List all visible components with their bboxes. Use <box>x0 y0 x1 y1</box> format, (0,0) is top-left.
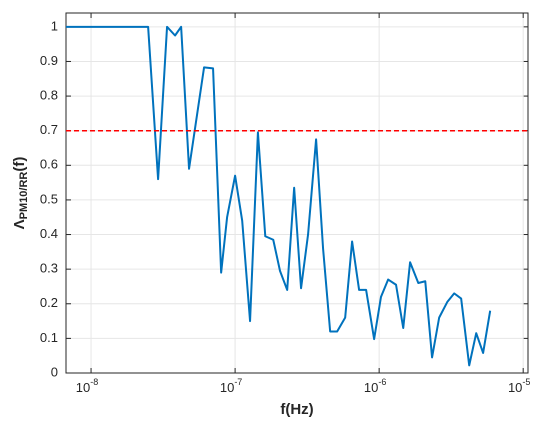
x-tick-base: 10 <box>508 380 522 395</box>
x-tick-base: 10 <box>220 380 234 395</box>
plot-area <box>66 13 528 373</box>
y-tick-label: 0.7 <box>40 122 58 137</box>
x-tick-exponent: -8 <box>90 377 98 387</box>
y-tick-label: 0.8 <box>40 88 58 103</box>
y-tick-label: 0.6 <box>40 157 58 172</box>
x-axis-label: f(Hz) <box>280 401 313 418</box>
y-tick-label: 0 <box>51 364 58 379</box>
x-tick-base: 10 <box>76 380 90 395</box>
y-label-suffix: (f) <box>11 157 28 172</box>
x-tick-base: 10 <box>364 380 378 395</box>
x-tick-label: 10-7 <box>220 377 242 395</box>
y-axis-label: ΛPM10/RR(f) <box>11 157 30 230</box>
x-tick-label: 10-6 <box>364 377 386 395</box>
y-tick-label: 0.9 <box>40 53 58 68</box>
y-tick-label: 0.3 <box>40 261 58 276</box>
data-line <box>66 25 492 367</box>
x-tick-label: 10-8 <box>76 377 98 395</box>
y-tick-label: 1 <box>51 18 58 33</box>
y-tick-label: 0.4 <box>40 226 58 241</box>
x-tick-exponent: -7 <box>234 377 242 387</box>
y-tick-label: 0.2 <box>40 295 58 310</box>
x-tick-exponent: -5 <box>522 377 530 387</box>
y-label-symbol: Λ <box>11 219 28 229</box>
axes-box <box>65 12 529 374</box>
x-tick-exponent: -6 <box>378 377 386 387</box>
y-label-subscript: PM10/RR <box>18 172 30 220</box>
y-tick-label: 0.1 <box>40 330 58 345</box>
x-tick-label: 10-5 <box>508 377 530 395</box>
y-tick-label: 0.5 <box>40 191 58 206</box>
